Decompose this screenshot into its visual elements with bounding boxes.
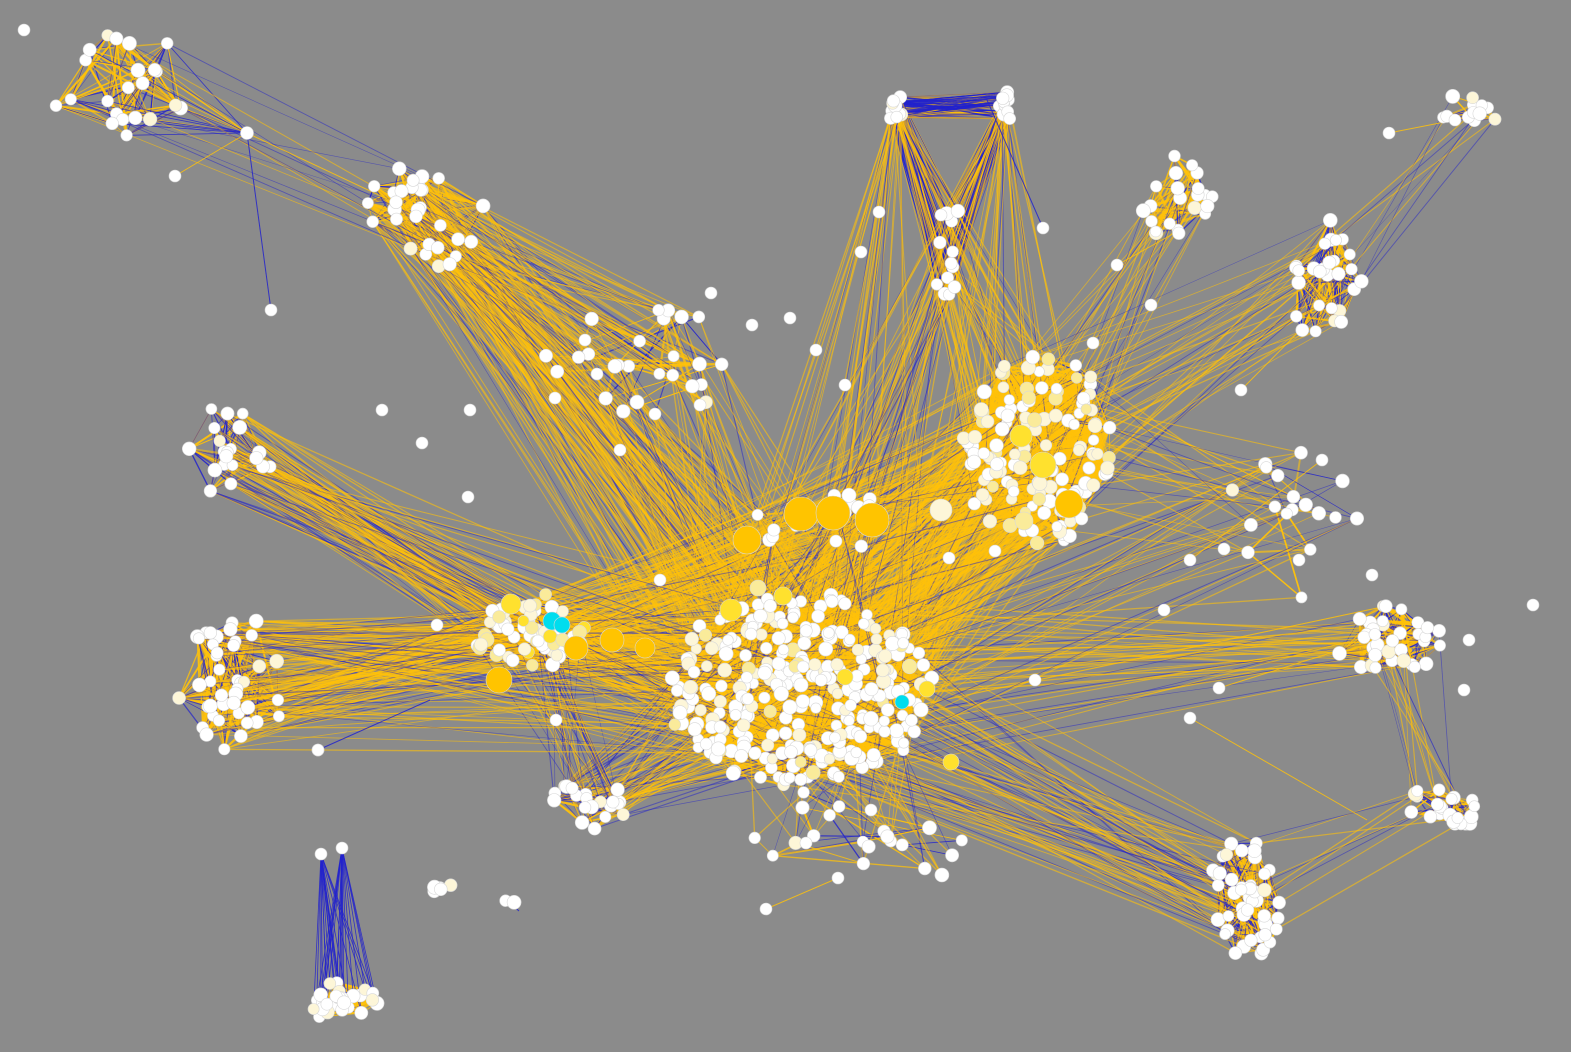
node-layer <box>17 23 1540 1023</box>
